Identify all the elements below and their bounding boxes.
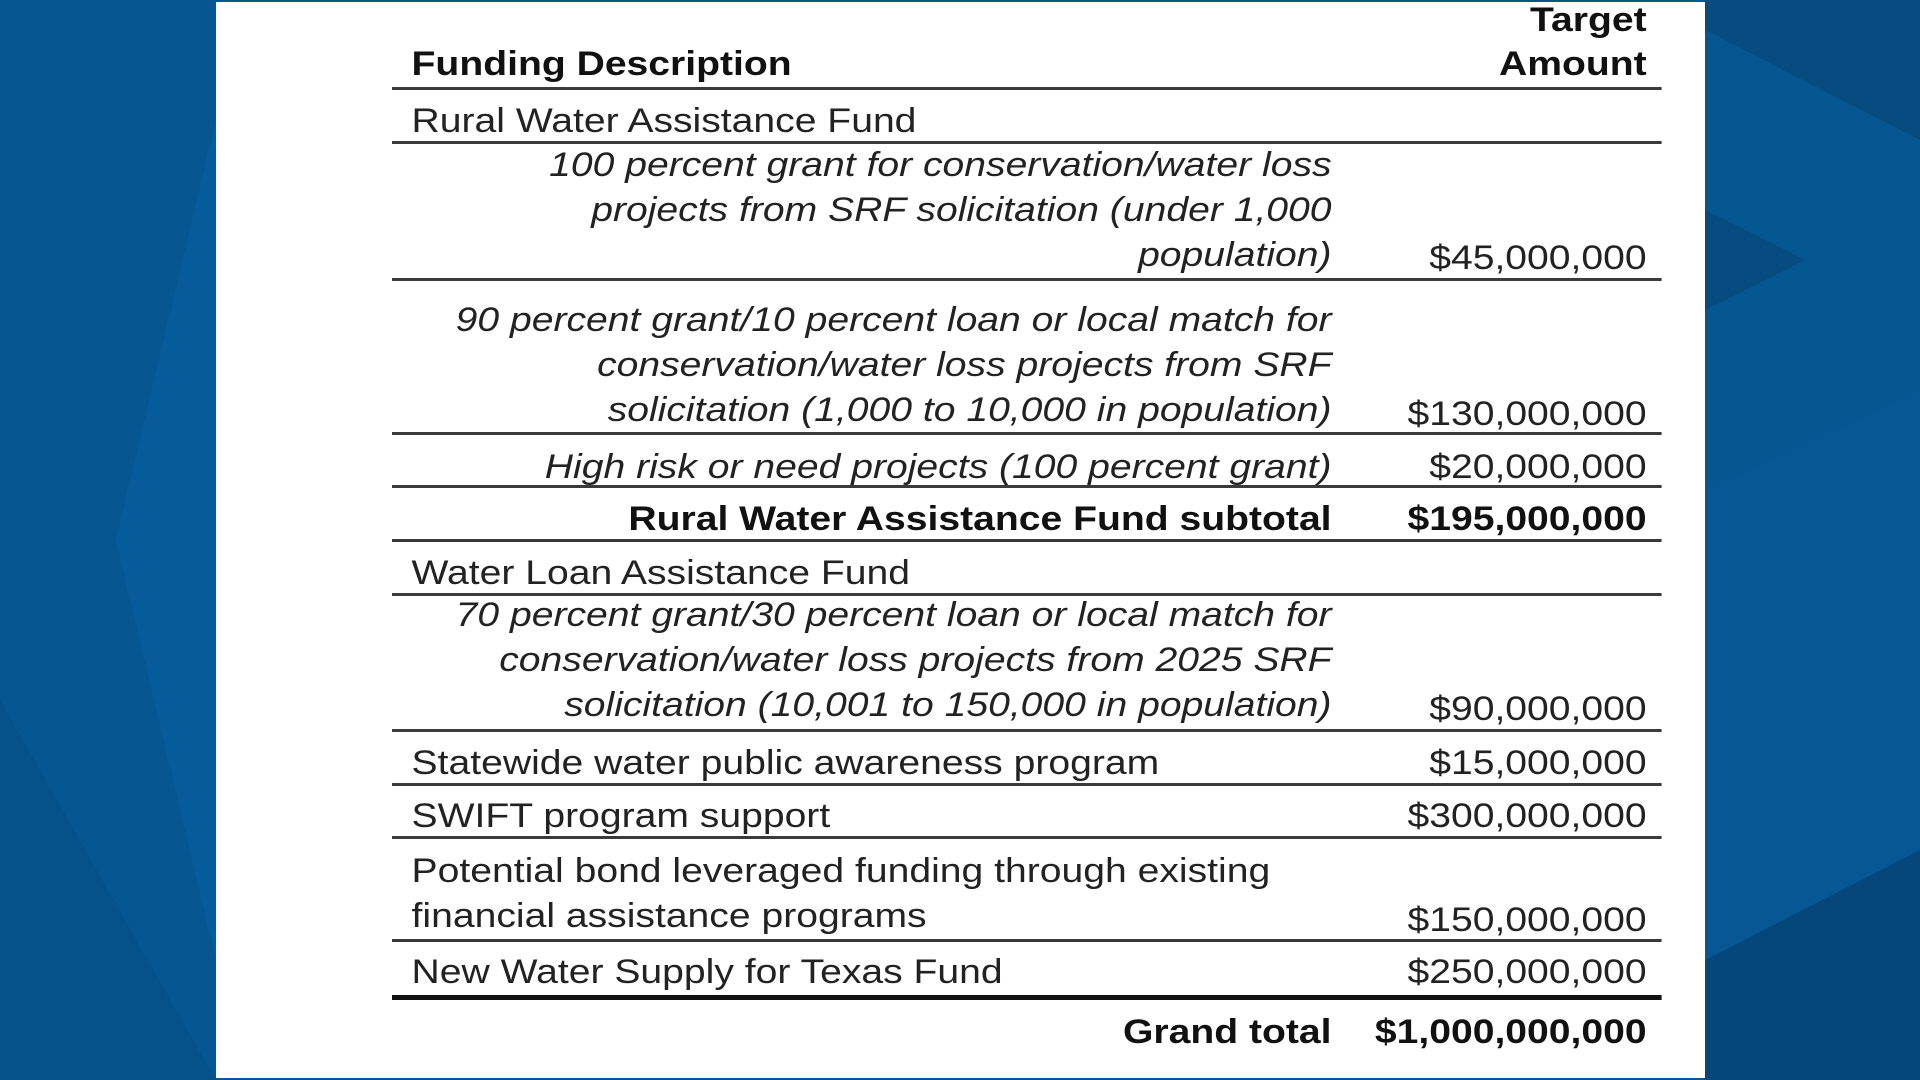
table-row-amount: $20,000,000 [1429, 448, 1647, 486]
table-row-amount: $90,000,000 [1429, 690, 1647, 728]
subtotal-label: Rural Water Assistance Fund subtotal [628, 500, 1332, 538]
row-rule [392, 783, 1662, 786]
table-row-description: New Water Supply for Texas Fund [411, 953, 1003, 991]
table-row-description: High risk or need projects (100 percent … [544, 448, 1332, 486]
table-row-amount: $250,000,000 [1407, 953, 1647, 991]
section-label-rural-water: Rural Water Assistance Fund [411, 102, 917, 140]
funding-table: Funding Description Target Amount Rural … [392, 0, 1662, 1080]
header-target: Target [1530, 1, 1647, 39]
grand-total-label: Grand total [1123, 1013, 1332, 1051]
header-rule [392, 87, 1662, 90]
table-row-amount: $300,000,000 [1407, 797, 1647, 835]
row-rule [392, 729, 1662, 732]
row-rule [392, 593, 1662, 596]
total-rule [392, 995, 1662, 1000]
row-rule [392, 278, 1662, 281]
row-rule [392, 539, 1662, 542]
table-row-description: 70 percent grant/30 percent loan or loca… [455, 596, 1332, 724]
table-row-description: SWIFT program support [411, 797, 831, 835]
table-row-amount: $15,000,000 [1429, 744, 1647, 782]
row-rule [392, 432, 1662, 435]
table-row-description: 100 percent grant for conservation/water… [549, 146, 1332, 274]
section-label-water-loan: Water Loan Assistance Fund [411, 554, 910, 592]
table-row-description: Statewide water public awareness program [411, 744, 1160, 782]
table-row-amount: $45,000,000 [1429, 239, 1647, 277]
row-rule [392, 141, 1662, 144]
table-row-amount: $130,000,000 [1407, 395, 1647, 433]
header-amount: Amount [1498, 45, 1647, 83]
table-row-description: Potential bond leveraged funding through… [411, 852, 1271, 935]
table-row-amount: $150,000,000 [1407, 901, 1647, 939]
row-rule [392, 485, 1662, 488]
subtotal-amount: $195,000,000 [1407, 500, 1647, 538]
row-rule [392, 939, 1662, 942]
row-rule [392, 836, 1662, 839]
grand-total-amount: $1,000,000,000 [1374, 1013, 1647, 1051]
table-row-description: 90 percent grant/10 percent loan or loca… [455, 301, 1332, 429]
header-funding-description: Funding Description [411, 45, 792, 83]
